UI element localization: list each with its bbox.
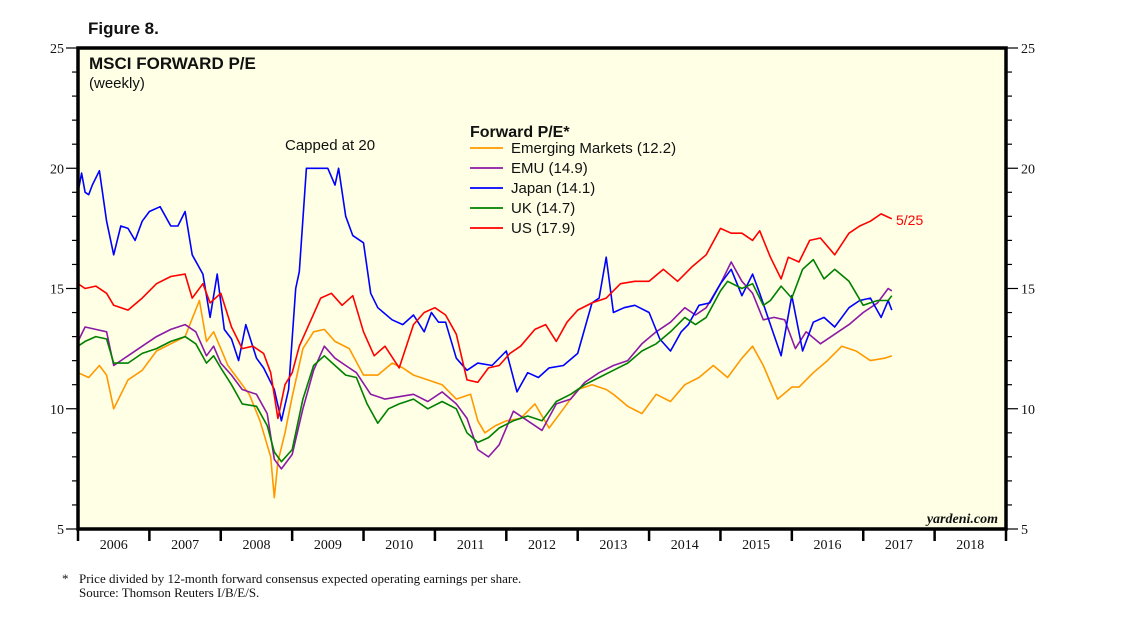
legend-title: Forward P/E* <box>470 124 570 141</box>
x-tick-label: 2006 <box>100 538 128 553</box>
series-lines <box>77 167 893 499</box>
x-tick-label: 2017 <box>885 538 913 553</box>
x-axis: 2006 2007 2008 2009 2010 2011 2012 2013 2014 2015… <box>76 529 1008 553</box>
footnote-marker: * <box>62 571 69 586</box>
figure-label: Figure 8. <box>88 19 159 38</box>
y-tick-label-right: 20 <box>1021 162 1035 177</box>
footnote-definition: Price divided by 12-month forward consen… <box>79 571 521 586</box>
series-line-emu <box>77 261 893 470</box>
x-tick-label: 2008 <box>242 538 270 553</box>
legend-label: EMU (14.9) <box>511 160 588 177</box>
watermark: yardeni.com <box>925 512 998 527</box>
x-tick-label: 2013 <box>599 538 627 553</box>
x-tick-label: 2010 <box>385 538 413 553</box>
plot-background <box>78 48 1006 529</box>
chart-title: MSCI FORWARD P/E <box>89 54 256 73</box>
x-tick-label: 2015 <box>742 538 770 553</box>
y-tick-label-left: 15 <box>50 283 64 298</box>
x-tick-label: 2009 <box>314 538 342 553</box>
cap-annotation: Capped at 20 <box>285 137 375 154</box>
series-line-emerging-markets <box>77 299 893 499</box>
y-tick-label-left: 25 <box>50 42 64 57</box>
chart-subtitle: (weekly) <box>89 75 145 92</box>
legend-label: UK (14.7) <box>511 200 575 217</box>
x-tick-label: 2011 <box>457 538 484 553</box>
series-line-us <box>77 213 893 420</box>
y-tick-label-left: 20 <box>50 162 64 177</box>
legend: Forward P/E* Emerging Markets (12.2) EMU … <box>470 124 676 237</box>
x-tick-label: 2012 <box>528 538 556 553</box>
y-tick-label-right: 15 <box>1021 283 1035 298</box>
plot-frame <box>76 46 1008 531</box>
y-axis-right: 5 10 15 20 25 <box>1006 42 1035 538</box>
x-tick-label: 2007 <box>171 538 199 553</box>
x-tick-label: 2016 <box>814 538 842 553</box>
series-line-japan <box>77 167 893 422</box>
y-tick-label-left: 10 <box>50 403 64 418</box>
y-axis-left: 5 10 15 20 25 <box>50 42 78 538</box>
x-tick-label: 2018 <box>956 538 984 553</box>
legend-label: US (17.9) <box>511 220 575 237</box>
footnote-source: Source: Thomson Reuters I/B/E/S. <box>79 585 259 600</box>
y-tick-label-right: 10 <box>1021 403 1035 418</box>
legend-label: Emerging Markets (12.2) <box>511 140 676 157</box>
legend-label: Japan (14.1) <box>511 180 595 197</box>
series-line-uk <box>77 258 893 463</box>
x-tick-label: 2014 <box>671 538 699 553</box>
y-tick-label-right: 25 <box>1021 42 1035 57</box>
y-tick-label-left: 5 <box>57 523 64 538</box>
y-tick-label-right: 5 <box>1021 523 1028 538</box>
last-date-annotation: 5/25 <box>896 212 923 228</box>
